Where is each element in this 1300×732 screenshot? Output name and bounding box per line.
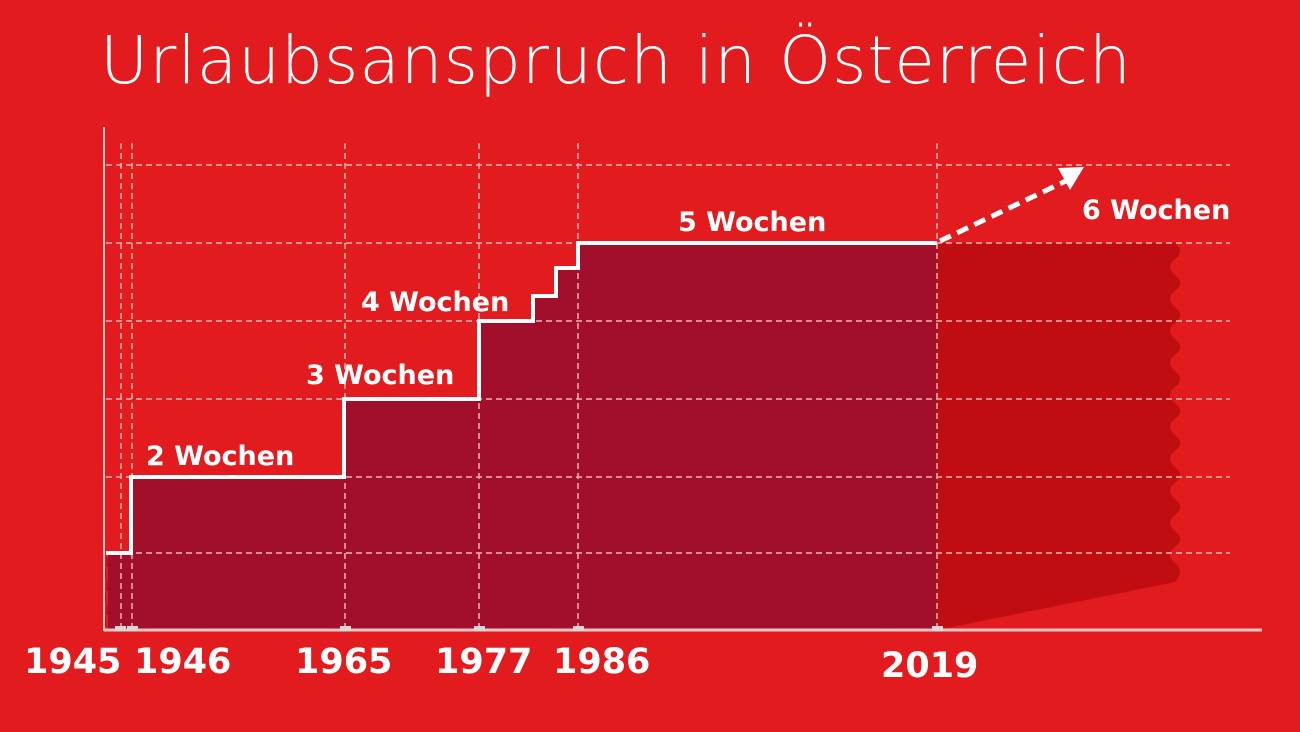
- label-4-wochen: 4 Wochen: [361, 287, 509, 318]
- projection-arrow-line: [938, 177, 1070, 244]
- future-area: [937, 243, 1180, 630]
- label-5-wochen: 5 Wochen: [678, 207, 826, 238]
- x-axis-ticks: [115, 626, 943, 631]
- arrow-head-icon: [1058, 167, 1084, 190]
- tick-1945: 1945: [24, 642, 121, 682]
- tick-1965: 1965: [295, 642, 392, 682]
- grid-vertical: [120, 143, 938, 628]
- label-3-wochen: 3 Wochen: [306, 360, 454, 391]
- tick-1986: 1986: [553, 642, 650, 682]
- chart-title: Urlaubsanspruch in Österreich: [100, 22, 1132, 99]
- label-6-wochen: 6 Wochen: [1082, 195, 1230, 226]
- left-edge-wave: [105, 556, 109, 630]
- step-line: [106, 241, 937, 555]
- tick-1946: 1946: [134, 642, 231, 682]
- tick-1977: 1977: [435, 642, 532, 682]
- label-2-wochen: 2 Wochen: [146, 441, 294, 472]
- tick-2019: 2019: [881, 646, 978, 686]
- history-area: [108, 243, 937, 630]
